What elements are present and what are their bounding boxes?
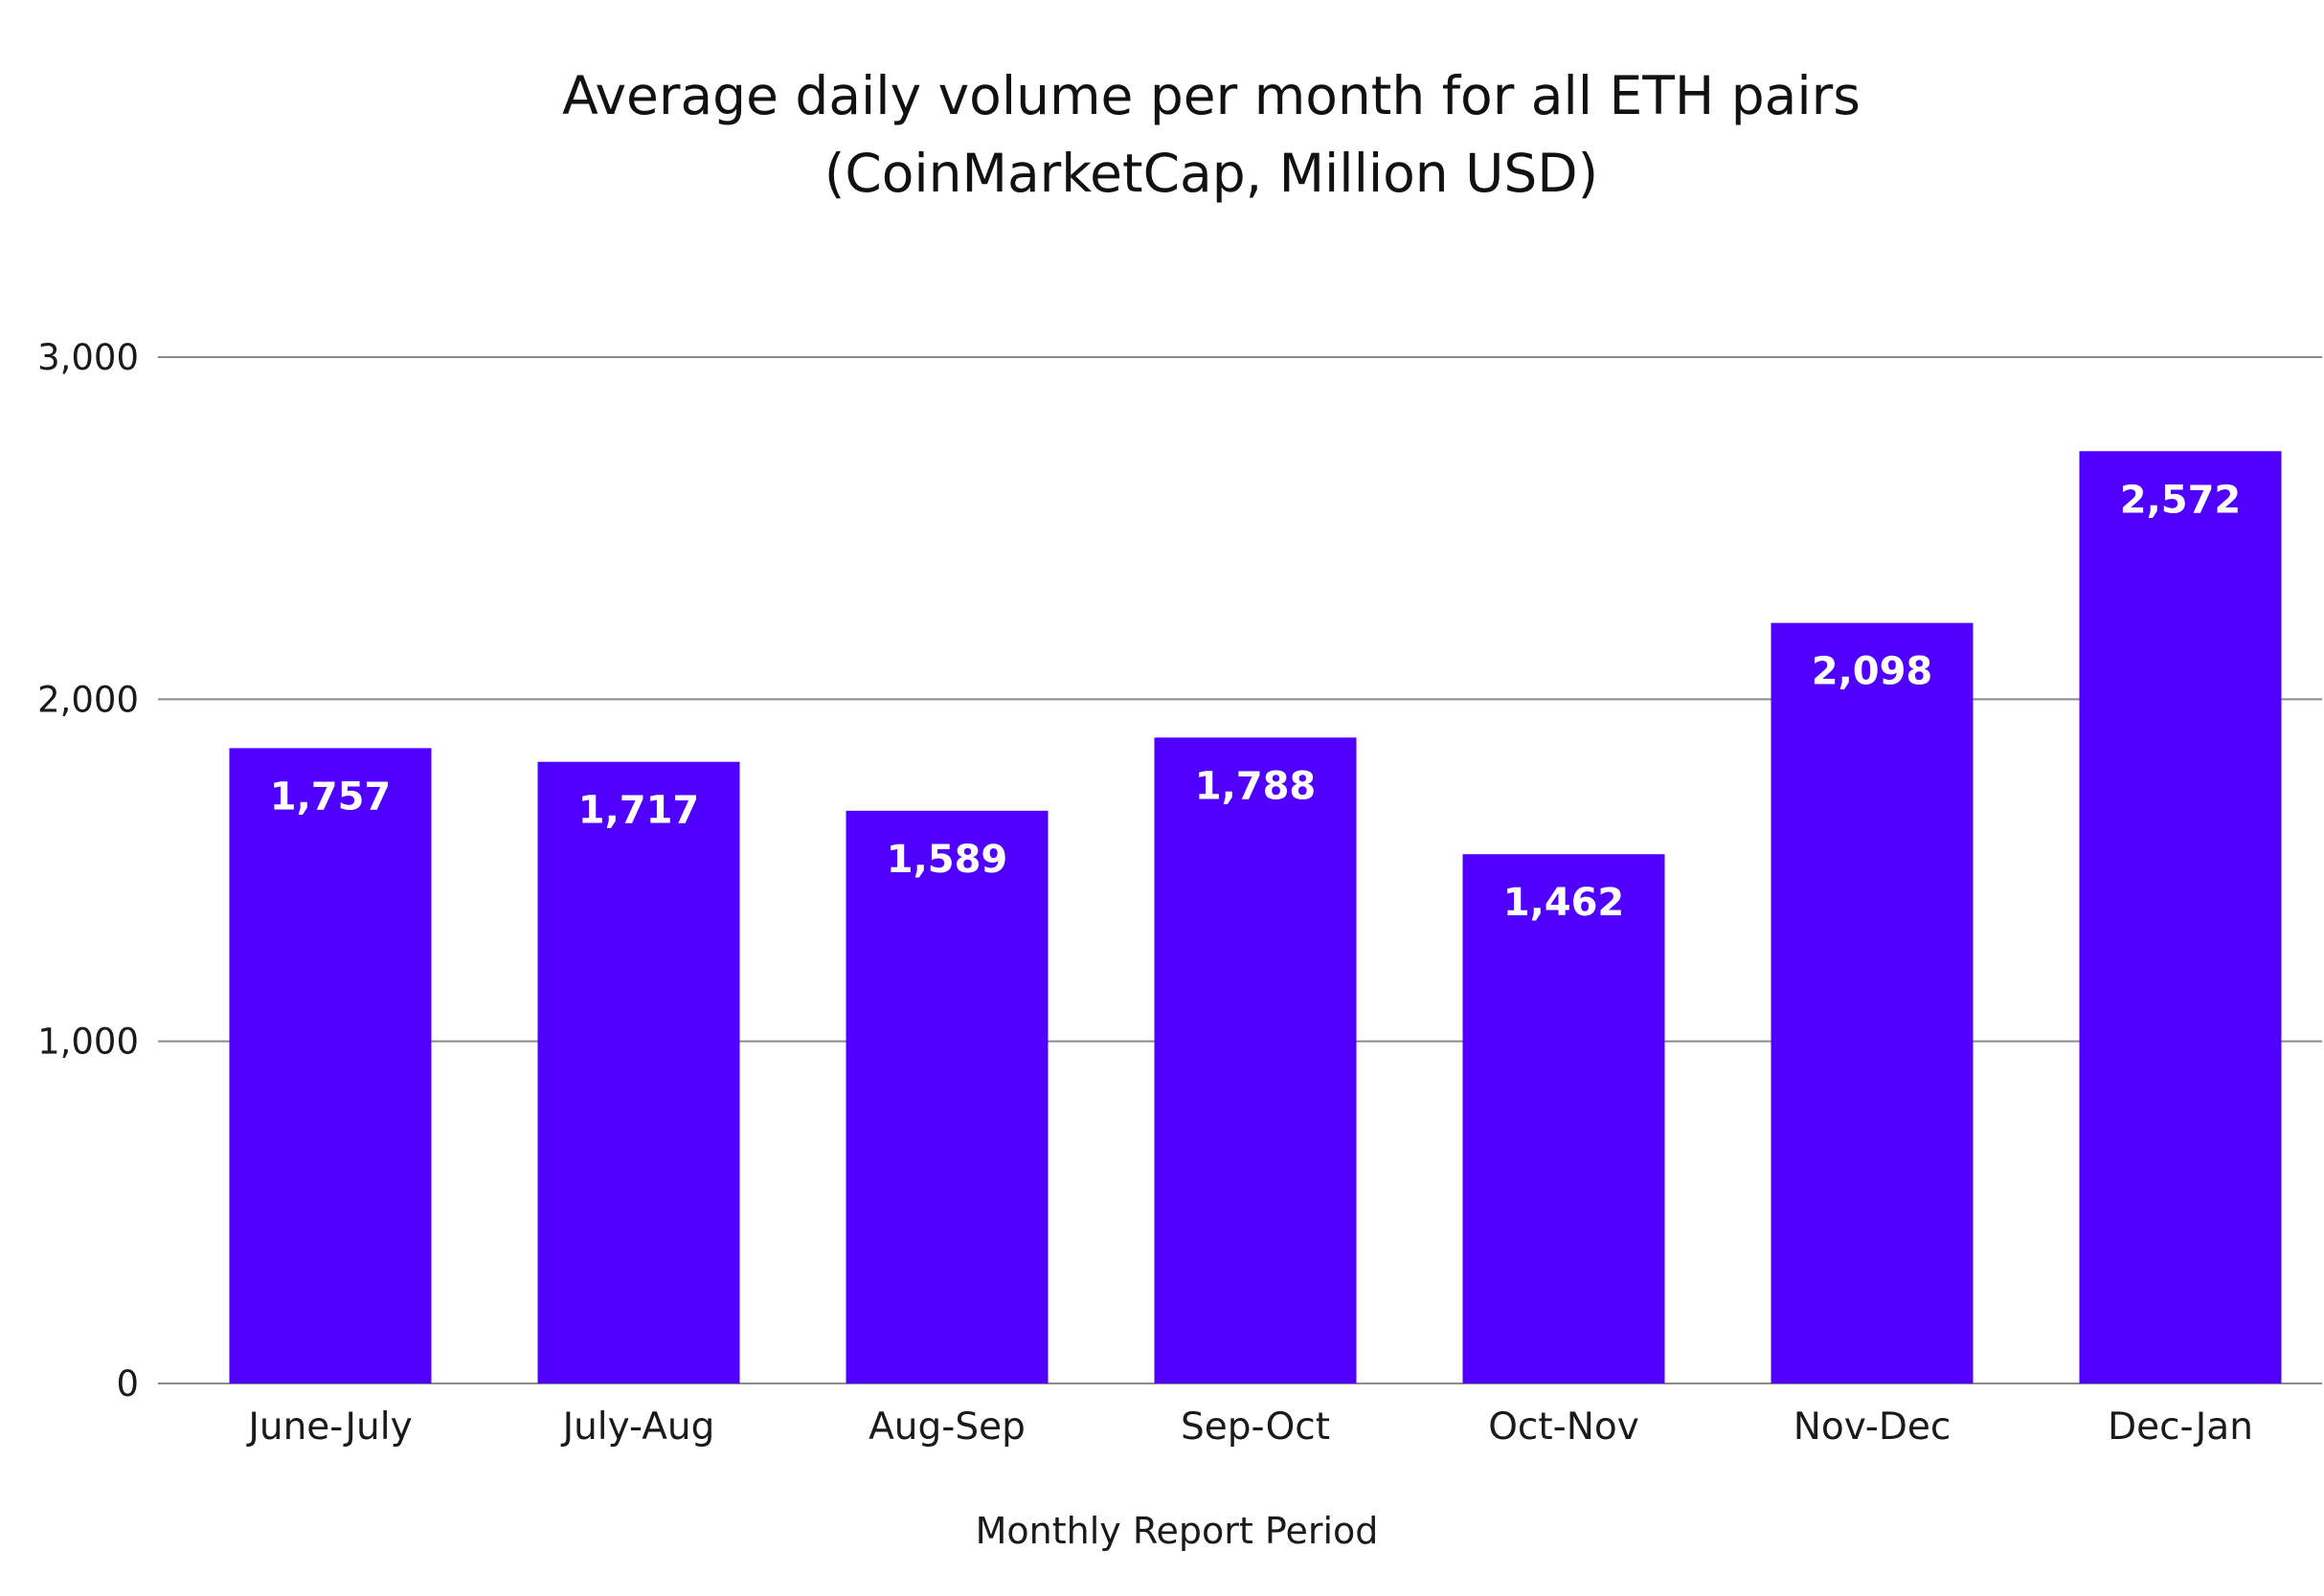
x-category-label: July-Aug (560, 1405, 715, 1449)
x-category-label: Oct-Nov (1488, 1405, 1639, 1449)
chart-subtitle: (CoinMarketCap, Million USD) (824, 143, 1598, 204)
y-tick-label: 2,000 (37, 679, 139, 720)
bar (846, 810, 1049, 1383)
y-axis-ticks: 0 1,000 2,000 3,000 (37, 337, 139, 1405)
bar (537, 761, 740, 1383)
x-category-label: Sep-Oct (1181, 1405, 1330, 1449)
bar (1462, 854, 1665, 1383)
data-label: 2,098 (1812, 650, 1933, 694)
x-category-label: Aug-Sep (869, 1405, 1026, 1449)
data-label: 1,717 (578, 789, 700, 833)
x-category-label: June-July (245, 1405, 412, 1449)
bar (2079, 451, 2282, 1383)
data-label: 1,589 (887, 838, 1008, 882)
y-tick-label: 3,000 (37, 337, 139, 378)
x-category-label: Dec-Jan (2108, 1405, 2253, 1449)
bars (229, 451, 2282, 1383)
chart-title: Average daily volume per month for all E… (562, 65, 1861, 126)
data-label: 1,462 (1503, 881, 1625, 925)
bar (1154, 737, 1357, 1383)
x-axis-title: Monthly Report Period (976, 1510, 1379, 1552)
data-label: 1,788 (1195, 764, 1317, 808)
bar (1771, 622, 1974, 1383)
y-tick-label: 0 (116, 1363, 139, 1405)
data-label: 1,757 (270, 775, 392, 819)
x-category-label: Nov-Dec (1794, 1405, 1952, 1449)
bar (229, 748, 432, 1383)
x-axis-categories: June-July July-Aug Aug-Sep Sep-Oct Oct-Nov No… (245, 1405, 2253, 1449)
data-label: 2,572 (2120, 478, 2242, 522)
y-tick-label: 1,000 (37, 1022, 139, 1063)
data-labels: 1,757 1,717 1,589 1,788 1,462 2,098 2,572 (270, 478, 2242, 925)
